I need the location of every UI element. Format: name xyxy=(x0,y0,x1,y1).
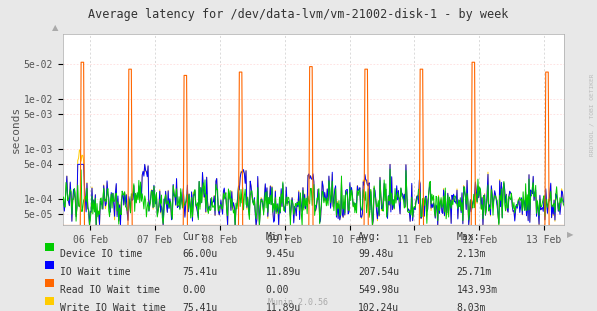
Text: Cur:: Cur: xyxy=(182,232,205,242)
Text: 2.13m: 2.13m xyxy=(457,249,486,259)
Text: 0.00: 0.00 xyxy=(182,285,205,295)
Text: 8.03m: 8.03m xyxy=(457,303,486,311)
Text: 11.89u: 11.89u xyxy=(266,303,301,311)
Text: Munin 2.0.56: Munin 2.0.56 xyxy=(269,298,328,307)
Y-axis label: seconds: seconds xyxy=(11,106,21,153)
Text: 207.54u: 207.54u xyxy=(358,267,399,277)
Text: ▶: ▶ xyxy=(567,230,574,239)
Text: 0.00: 0.00 xyxy=(266,285,289,295)
Text: 66.00u: 66.00u xyxy=(182,249,217,259)
Text: Read IO Wait time: Read IO Wait time xyxy=(60,285,159,295)
Text: 99.48u: 99.48u xyxy=(358,249,393,259)
Text: 143.93m: 143.93m xyxy=(457,285,498,295)
Text: Min:: Min: xyxy=(266,232,289,242)
Text: 11.89u: 11.89u xyxy=(266,267,301,277)
Text: RRDTOOL / TOBI OETIKER: RRDTOOL / TOBI OETIKER xyxy=(589,74,594,156)
Text: Average latency for /dev/data-lvm/vm-21002-disk-1 - by week: Average latency for /dev/data-lvm/vm-210… xyxy=(88,8,509,21)
Text: ▲: ▲ xyxy=(51,23,58,32)
Text: IO Wait time: IO Wait time xyxy=(60,267,130,277)
Text: Avg:: Avg: xyxy=(358,232,381,242)
Text: 9.45u: 9.45u xyxy=(266,249,295,259)
Text: 102.24u: 102.24u xyxy=(358,303,399,311)
Text: 75.41u: 75.41u xyxy=(182,267,217,277)
Text: 25.71m: 25.71m xyxy=(457,267,492,277)
Text: Write IO Wait time: Write IO Wait time xyxy=(60,303,165,311)
Text: 549.98u: 549.98u xyxy=(358,285,399,295)
Text: 75.41u: 75.41u xyxy=(182,303,217,311)
Text: Max:: Max: xyxy=(457,232,480,242)
Text: Device IO time: Device IO time xyxy=(60,249,142,259)
